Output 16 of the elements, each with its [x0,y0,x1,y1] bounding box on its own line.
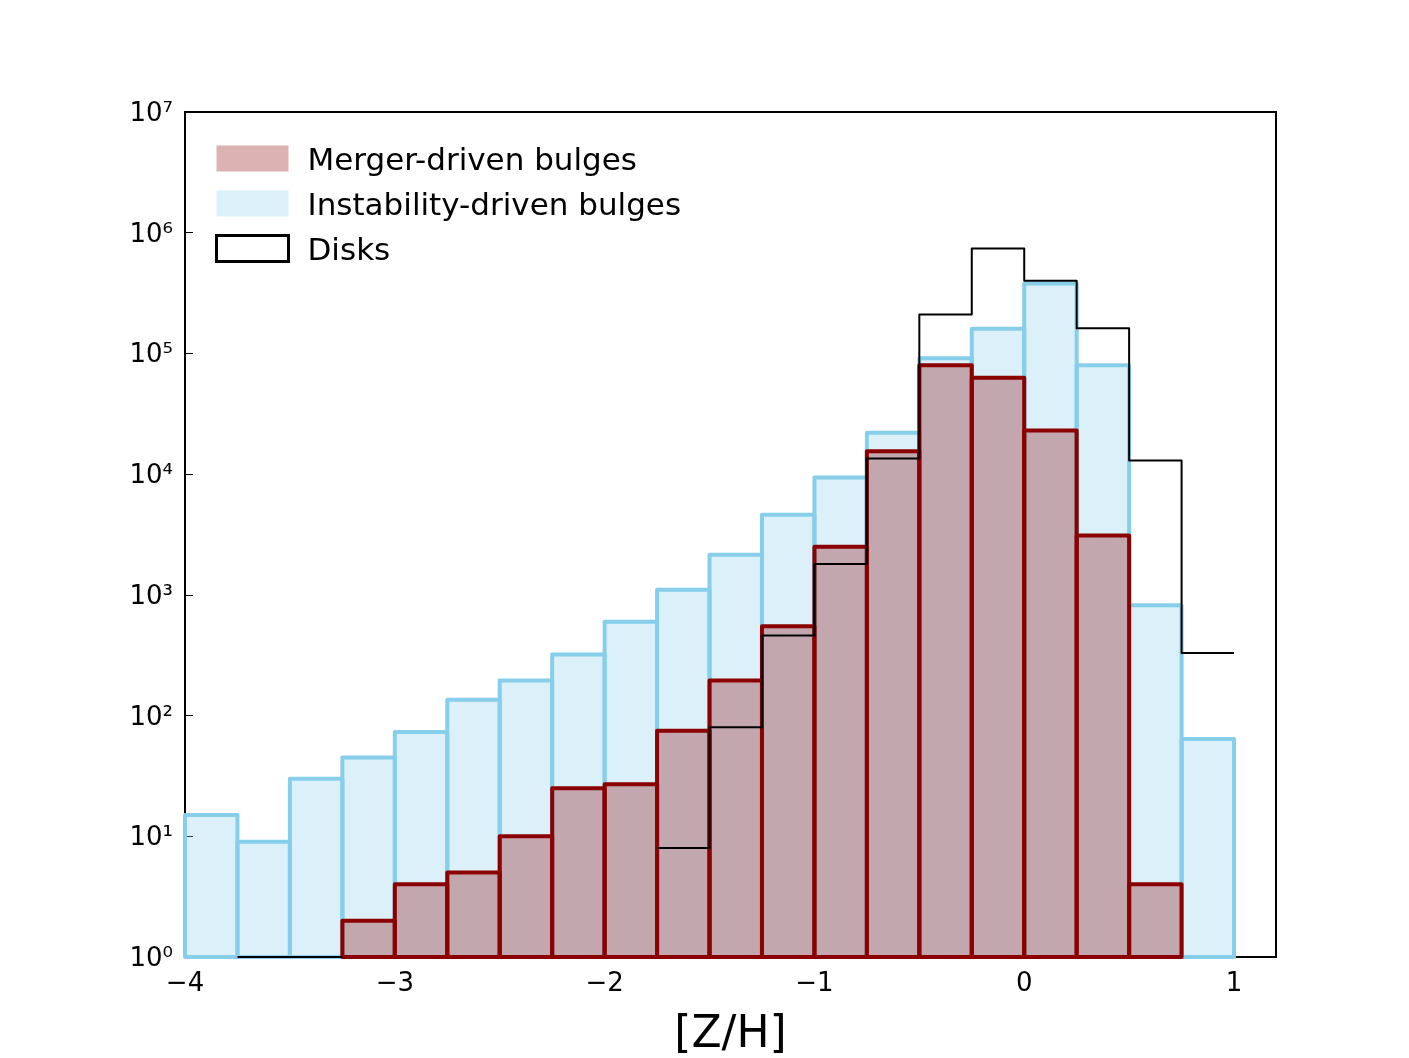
y-tick-label: 10¹ [129,821,173,852]
y-tick-label: 10² [129,700,173,731]
legend-label: Merger-driven bulges [307,140,638,177]
x-tick-label: 0 [1015,967,1033,997]
x-tick-label: 1 [1225,967,1243,997]
legend-label: Disks [307,230,391,267]
y-tick-label: 10⁴ [129,459,173,490]
x-tick-label: −1 [795,967,834,997]
y-tick-label: 10⁷ [129,97,173,127]
x-axis-title: [Z/H] [674,1005,787,1057]
legend-label: Instability-driven bulges [307,185,682,222]
y-tick-label: 10⁶ [129,217,173,248]
y-tick-label: 10⁵ [129,338,173,369]
x-tick-label: −3 [375,967,414,997]
y-tick-label: 10³ [129,579,173,610]
x-tick-label: −2 [585,967,624,997]
